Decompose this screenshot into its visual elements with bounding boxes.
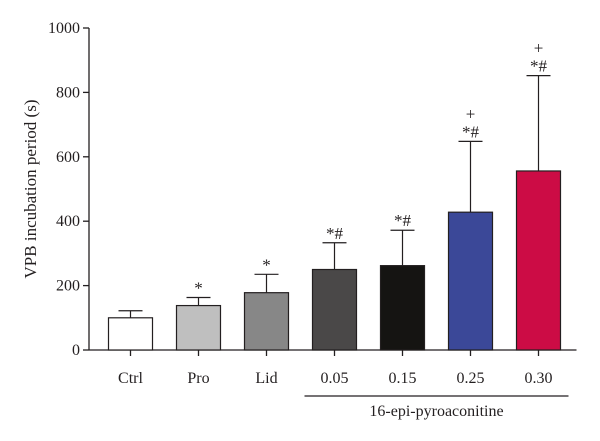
y-axis: 0 200 400 600 800 1000 [48,20,90,359]
y-tick-label: 1000 [48,20,80,37]
x-tick-label: Lid [255,370,277,387]
y-tick-label: 400 [56,213,80,230]
significance-mark: *# [462,122,480,141]
significance-mark: + [466,104,476,123]
x-axis: Ctrl Pro Lid 0.05 0.15 0.25 0.30 [89,349,577,387]
significance-mark: *# [530,57,548,76]
y-tick-label: 800 [56,84,80,101]
significance-mark: * [262,255,271,274]
group-label-text: 16-epi-pyroaconitine [369,403,503,420]
y-tick-label: 200 [56,278,80,295]
x-tick-label: 0.30 [525,370,553,387]
x-tick-label: 0.15 [389,370,417,387]
bars [107,75,562,351]
significance-annotations: ***#*#+*#+*# [194,39,547,298]
bar-Lid [243,292,290,351]
bar-0.15 [379,265,426,351]
bar-0.05 [311,268,358,351]
y-tick-label: 600 [56,149,80,166]
significance-mark: + [534,39,544,58]
x-tick-label: 0.05 [321,370,349,387]
significance-mark: *# [394,211,412,230]
x-tick-label: Ctrl [118,370,143,387]
significance-mark: *# [326,224,344,243]
y-tick-label: 0 [72,342,80,359]
significance-mark: * [194,279,203,298]
bar-Pro [175,304,222,351]
y-axis-label: VPB incubation period (s) [21,100,40,279]
bar-0.25 [447,211,494,351]
x-tick-label: 0.25 [457,370,485,387]
x-tick-label: Pro [187,370,209,387]
bar-Ctrl [107,317,154,351]
group-label: 16-epi-pyroaconitine [304,395,569,420]
bar-0.30 [515,170,562,351]
